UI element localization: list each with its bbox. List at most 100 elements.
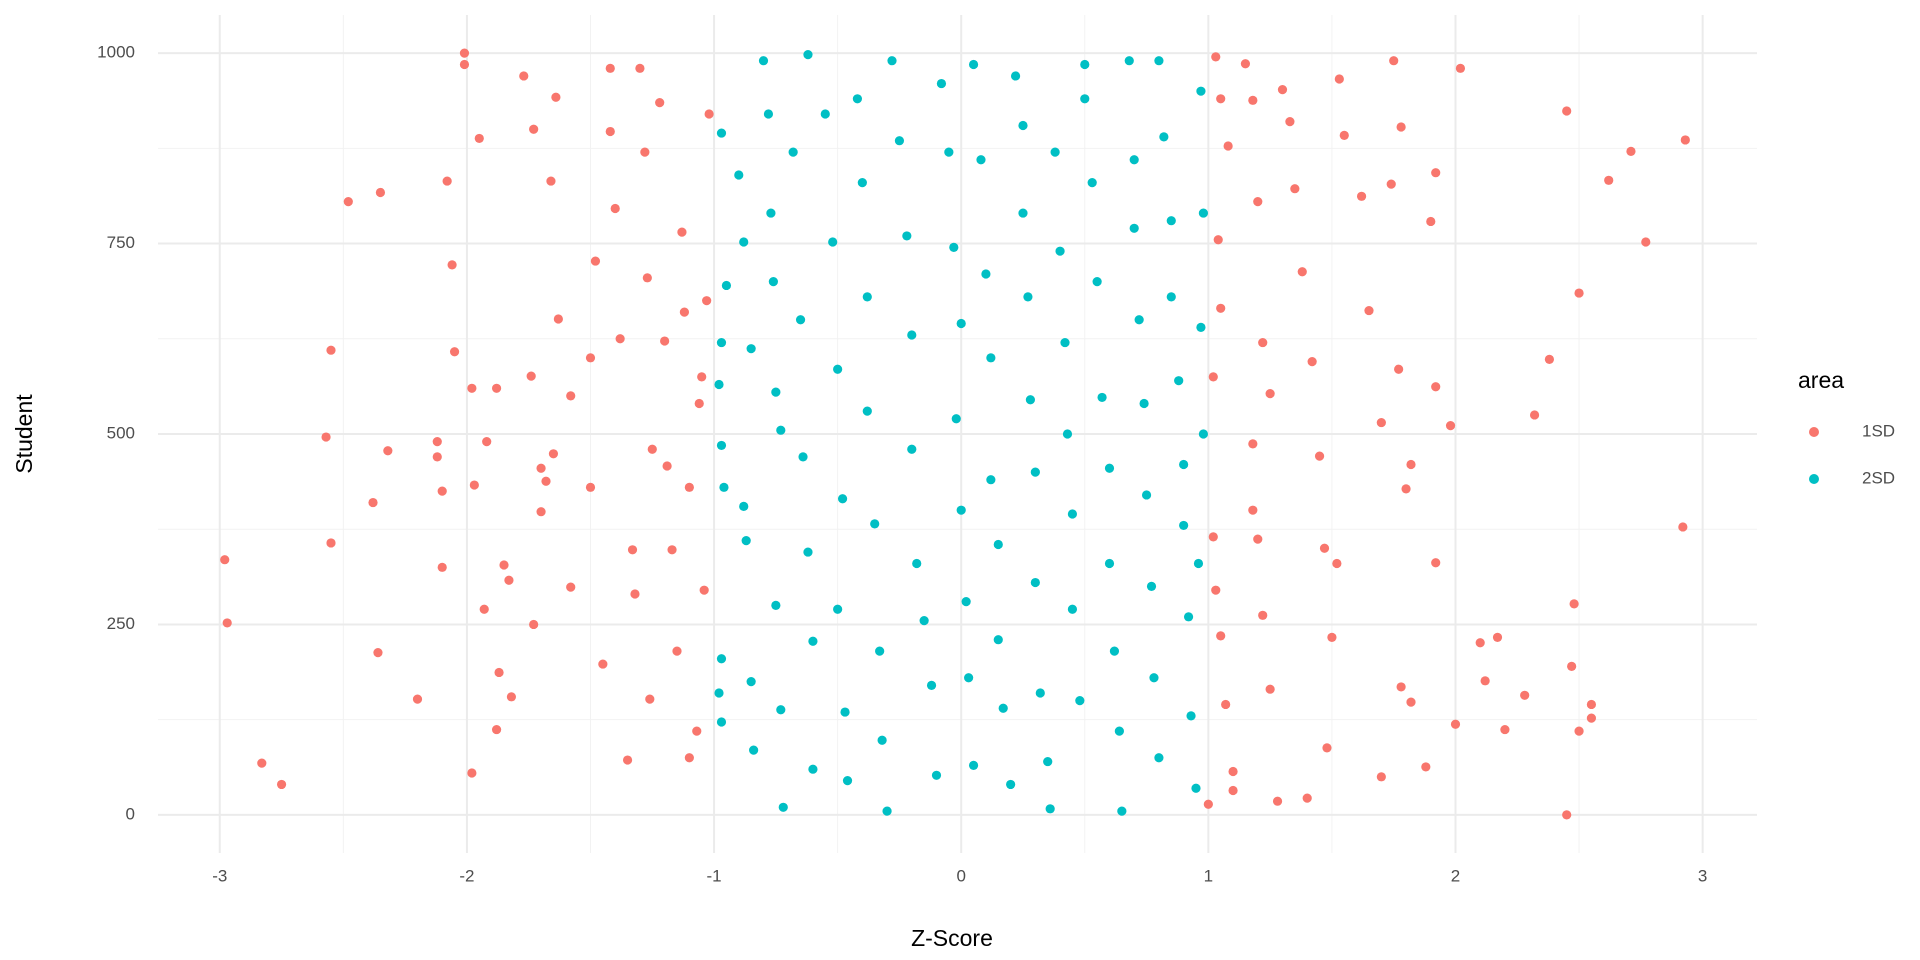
point <box>926 680 937 691</box>
point <box>1025 395 1036 405</box>
point <box>276 779 287 790</box>
point <box>1159 132 1169 142</box>
point <box>968 760 979 770</box>
point <box>1191 783 1201 793</box>
point <box>1141 490 1152 500</box>
point <box>1092 277 1102 287</box>
point <box>1030 467 1040 477</box>
point <box>1213 235 1223 245</box>
point <box>1450 719 1461 729</box>
point <box>1211 585 1221 595</box>
x-axis-title: Z-Score <box>911 925 993 951</box>
point <box>610 203 620 214</box>
point <box>1327 632 1337 643</box>
point <box>716 337 727 348</box>
point <box>862 292 872 302</box>
point <box>684 482 694 492</box>
point <box>437 486 447 496</box>
point <box>1376 772 1386 782</box>
point <box>1334 74 1344 84</box>
point <box>1401 484 1411 494</box>
point <box>1562 810 1572 820</box>
point <box>546 176 556 186</box>
x-tick-label: -2 <box>459 866 474 885</box>
point <box>776 425 786 435</box>
point <box>605 63 615 73</box>
point <box>1332 558 1342 569</box>
point <box>776 705 786 715</box>
point <box>1117 806 1127 816</box>
point <box>1114 726 1124 736</box>
point <box>1574 726 1584 736</box>
point <box>677 227 687 237</box>
point <box>1265 389 1275 399</box>
point <box>1223 141 1233 151</box>
point <box>1203 799 1213 809</box>
point <box>919 616 929 626</box>
point <box>944 147 954 157</box>
point <box>1149 673 1159 683</box>
x-tick-label: 0 <box>956 866 965 885</box>
point <box>1248 505 1258 515</box>
point <box>1307 357 1317 367</box>
point <box>479 604 489 614</box>
point <box>1216 303 1226 313</box>
point <box>1129 155 1139 165</box>
point <box>882 806 892 816</box>
point <box>622 755 633 765</box>
x-tick-label: 2 <box>1451 866 1460 885</box>
point <box>1319 543 1330 553</box>
point <box>647 444 657 454</box>
point <box>442 176 452 186</box>
point <box>808 636 818 646</box>
point <box>1097 392 1107 403</box>
point <box>862 406 872 416</box>
x-tick-label: -3 <box>212 866 227 885</box>
point <box>1216 631 1226 641</box>
point <box>1104 463 1115 473</box>
point <box>491 383 502 393</box>
point <box>1134 315 1144 325</box>
point <box>1067 509 1078 519</box>
point <box>1322 743 1332 753</box>
point <box>1277 85 1288 95</box>
point <box>875 646 885 656</box>
point <box>1678 522 1688 532</box>
point <box>220 555 230 565</box>
point <box>1314 451 1325 461</box>
y-tick-label: 750 <box>107 233 135 252</box>
point <box>585 353 596 363</box>
point <box>788 147 798 157</box>
point <box>536 463 546 473</box>
y-tick-label: 500 <box>107 423 135 442</box>
point <box>1062 429 1073 439</box>
point <box>1426 216 1436 227</box>
point <box>1198 208 1209 218</box>
point <box>1050 147 1060 157</box>
point <box>1586 699 1597 710</box>
point <box>1240 59 1251 69</box>
point <box>714 379 724 390</box>
point <box>697 372 707 382</box>
point <box>857 178 867 188</box>
point <box>1394 364 1404 374</box>
point <box>679 307 690 317</box>
point <box>758 56 769 66</box>
point <box>432 437 442 447</box>
point <box>907 330 917 340</box>
point <box>721 280 732 291</box>
point <box>1154 753 1164 763</box>
legend-marker <box>1809 474 1819 484</box>
point <box>719 482 729 492</box>
point <box>1166 292 1176 302</box>
point <box>1179 459 1189 470</box>
point <box>842 776 853 786</box>
point <box>931 770 942 780</box>
point <box>1010 71 1021 81</box>
point <box>852 94 863 104</box>
point <box>1183 612 1194 622</box>
point <box>467 768 477 778</box>
point <box>1406 459 1416 470</box>
point <box>1431 382 1441 392</box>
point <box>536 507 546 517</box>
